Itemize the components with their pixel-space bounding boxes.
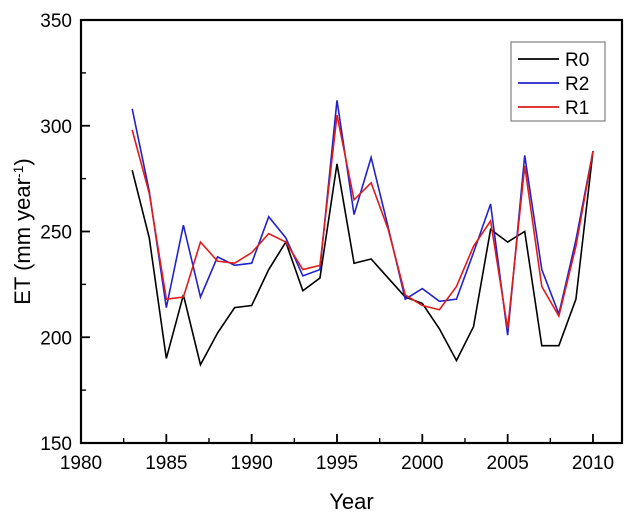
y-tick-label-300: 300	[40, 117, 72, 138]
y-tick-label-350: 350	[40, 11, 72, 32]
series-line-R0	[131, 151, 594, 367]
legend-label-R2[interactable]: R2	[565, 74, 589, 95]
x-axis-title: Year	[329, 489, 373, 514]
y-axis-title: ET (mm year-1)	[10, 158, 35, 305]
chart-legend[interactable]: R0 R2 R1	[510, 41, 606, 122]
axes-layer	[79, 18, 624, 445]
y-axis-title-tail: )	[10, 158, 35, 165]
data-series-layer	[131, 100, 594, 367]
x-tick-label-2010: 2010	[572, 453, 614, 474]
x-tick-label-1980: 1980	[60, 453, 102, 474]
legend-label-R1[interactable]: R1	[565, 98, 589, 119]
x-tick-label-1985: 1985	[145, 453, 187, 474]
y-tick-label-200: 200	[40, 328, 72, 349]
x-tick-label-2000: 2000	[401, 453, 443, 474]
axis-labels-layer: 1980 1985 1990 1995 2000 2005 2010 150 200 250 300…	[10, 11, 614, 514]
series-line-R1	[131, 115, 594, 329]
y-tick-label-150: 150	[40, 434, 72, 455]
y-axis-title-main: ET (mm year	[10, 178, 35, 305]
legend-box	[510, 41, 606, 122]
legend-label-R0[interactable]: R0	[565, 50, 589, 71]
y-tick-label-250: 250	[40, 223, 72, 244]
y-axis-title-superscript: -1	[10, 165, 26, 178]
x-tick-label-1990: 1990	[231, 453, 273, 474]
x-tick-label-2005: 2005	[487, 453, 529, 474]
x-tick-label-1995: 1995	[316, 453, 358, 474]
series-line-R2	[131, 100, 594, 336]
y-axis-title-text: ET (mm year-1)	[10, 158, 35, 305]
